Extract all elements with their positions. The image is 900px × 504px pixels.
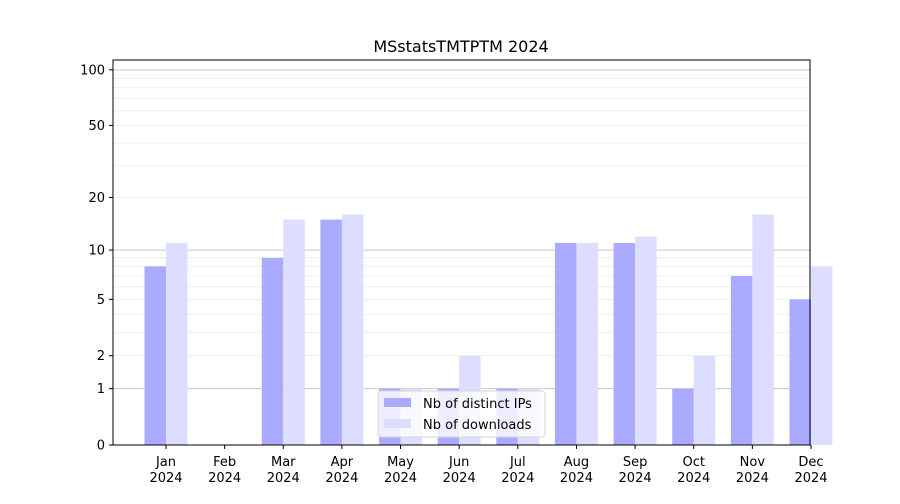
y-tick-label: 0 (97, 439, 105, 454)
bar-downloads (752, 214, 774, 445)
bar-downloads (635, 236, 657, 445)
x-tick-label: Jul 2024 (501, 455, 534, 486)
bar-distinct-ips (320, 219, 342, 445)
bar-distinct-ips (672, 388, 694, 445)
legend-label: Nb of distinct IPs (423, 397, 532, 412)
x-tick-label: Mar 2024 (267, 455, 300, 486)
x-tick-label: Dec 2024 (794, 455, 827, 486)
y-tick-label: 10 (88, 244, 105, 259)
legend-swatch (384, 419, 411, 428)
x-tick-label: Jan 2024 (149, 455, 182, 486)
y-tick-label: 100 (80, 63, 105, 78)
x-tick-label: Oct 2024 (677, 455, 710, 486)
bar-downloads (166, 243, 188, 445)
y-tick-label: 20 (88, 191, 105, 206)
bar-distinct-ips (789, 299, 811, 445)
y-tick-label: 50 (88, 119, 105, 134)
y-tick-label: 5 (97, 293, 105, 308)
bar-distinct-ips (261, 257, 284, 445)
bar-downloads (811, 266, 833, 445)
bar-distinct-ips (613, 243, 636, 445)
bar-downloads (576, 243, 598, 445)
bar-distinct-ips (144, 266, 166, 445)
bar-downloads (693, 355, 716, 445)
y-tick-label: 1 (97, 382, 105, 397)
legend-label: Nb of downloads (423, 418, 532, 433)
x-tick-label: Apr 2024 (325, 455, 358, 486)
legend: Nb of distinct IPs Nb of downloads (377, 390, 546, 438)
bar-distinct-ips (554, 243, 577, 445)
x-tick-label: May 2024 (384, 455, 417, 486)
x-tick-label: Sep 2024 (619, 455, 652, 486)
x-tick-label: Aug 2024 (560, 455, 593, 486)
chart-title: MSstatsTMTPTM 2024 (373, 37, 548, 56)
legend-swatch (384, 398, 411, 407)
bar-downloads (283, 219, 305, 445)
x-tick-label: Feb 2024 (208, 455, 241, 486)
bar-downloads (341, 214, 364, 445)
plot-frame (112, 59, 811, 446)
x-tick-label: Nov 2024 (736, 455, 769, 486)
legend-box (377, 390, 546, 438)
y-tick-label: 2 (97, 349, 105, 364)
bar-distinct-ips (730, 275, 753, 445)
x-tick-label: Jun 2024 (443, 455, 476, 486)
